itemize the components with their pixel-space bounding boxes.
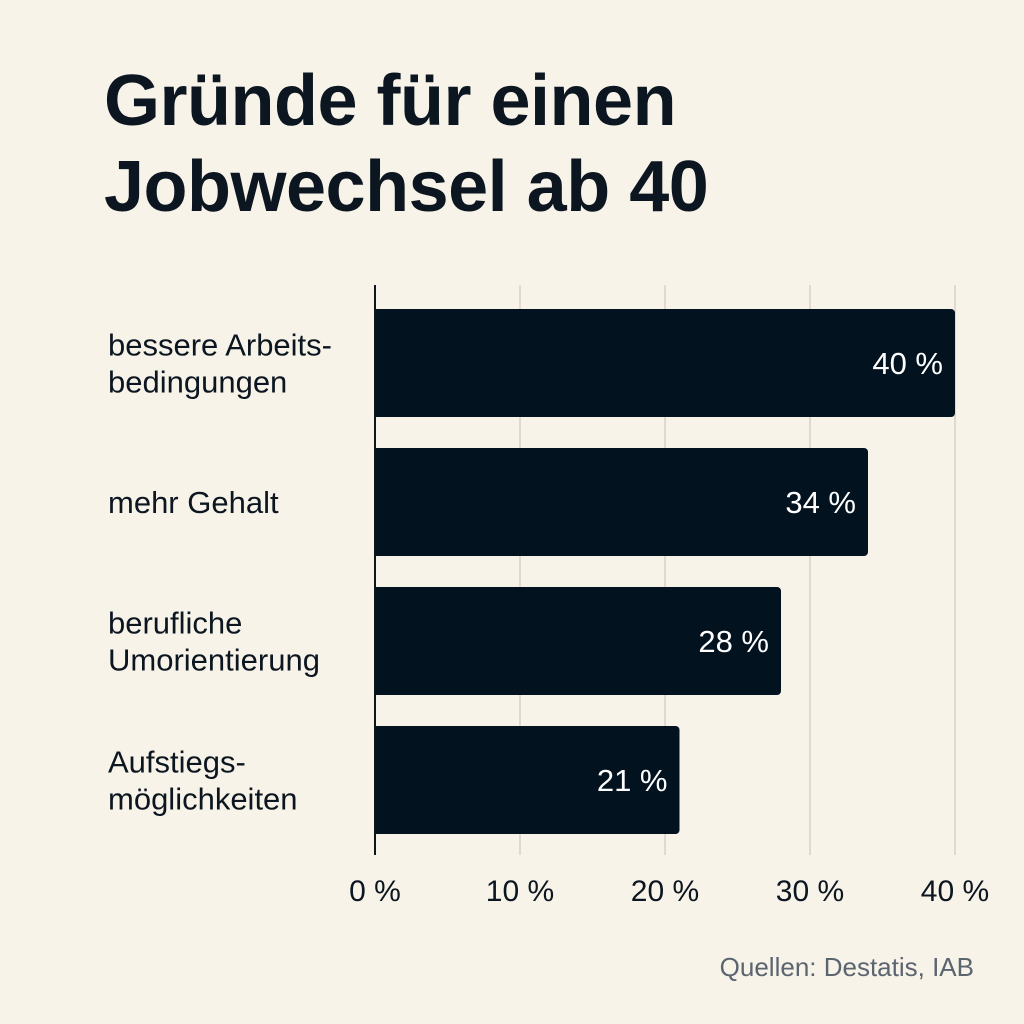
chart-title: Gründe für einen Jobwechsel ab 40 (104, 61, 709, 227)
category-label: bessere Arbeits-bedingungen (108, 328, 332, 400)
bar (375, 587, 781, 695)
data-label: 40 % (872, 346, 943, 381)
data-label: 21 % (597, 763, 668, 798)
x-tick-label: 0 % (349, 875, 401, 908)
x-tick-label: 10 % (486, 875, 554, 908)
data-label: 28 % (698, 624, 769, 659)
bar (375, 309, 955, 417)
x-tick-label: 20 % (631, 875, 699, 908)
category-label: berufliche Umorientierung (108, 606, 320, 678)
x-tick-label: 40 % (921, 875, 989, 908)
category-label: mehr Gehalt (108, 485, 279, 520)
source-note: Quellen: Destatis, IAB (719, 952, 974, 982)
data-label: 34 % (785, 485, 856, 520)
category-label: Aufstiegs-möglichkeiten (108, 745, 298, 817)
bar (375, 726, 680, 834)
bar (375, 448, 868, 556)
x-tick-label: 30 % (776, 875, 844, 908)
